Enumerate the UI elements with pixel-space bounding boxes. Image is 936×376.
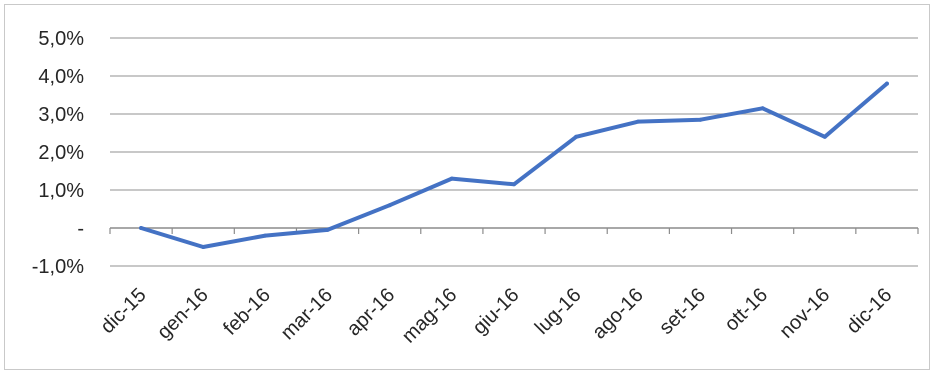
y-tick-label: 1,0%	[38, 180, 84, 202]
data-point	[387, 203, 392, 208]
data-point	[139, 226, 144, 230]
x-tick-label: nov-16	[776, 284, 835, 343]
x-tick-label: ott-16	[720, 284, 772, 336]
y-tick-label: 5,0%	[38, 28, 84, 50]
data-point	[574, 134, 579, 139]
x-tick-label: gen-16	[153, 284, 213, 344]
chart-frame	[4, 4, 930, 370]
data-point	[263, 233, 268, 238]
x-tick-label: set-16	[655, 284, 710, 339]
x-tick-label: giu-16	[469, 284, 524, 339]
x-tick-label: apr-16	[343, 284, 399, 340]
gridlines	[110, 37, 918, 267]
y-tick-label: -	[77, 218, 84, 240]
x-tick-label: mar-16	[277, 284, 337, 344]
data-point	[325, 227, 330, 232]
series-group	[139, 81, 889, 249]
x-tick-label: mag-16	[398, 284, 462, 348]
data-point	[822, 134, 827, 139]
x-tick-label: dic-15	[97, 284, 151, 338]
data-point	[636, 119, 641, 124]
y-tick-label: 4,0%	[38, 66, 84, 88]
x-tick-label: ago-16	[588, 284, 648, 344]
x-tick-label: feb-16	[219, 284, 275, 340]
y-tick-label: -1,0%	[32, 256, 84, 278]
data-point	[449, 176, 454, 181]
x-axis	[109, 227, 919, 234]
data-point	[884, 81, 889, 86]
y-tick-label: 2,0%	[38, 142, 84, 164]
y-tick-label: 3,0%	[38, 104, 84, 126]
data-point	[512, 182, 516, 187]
data-point	[760, 106, 765, 111]
x-tick-label: lug-16	[531, 284, 586, 339]
y-axis-tick-labels: -1,0%-1,0%2,0%3,0%4,0%5,0%	[32, 28, 84, 278]
series-line	[139, 81, 889, 249]
x-tick-label: dic-16	[842, 284, 896, 338]
data-point	[201, 245, 206, 249]
data-point	[698, 117, 703, 122]
